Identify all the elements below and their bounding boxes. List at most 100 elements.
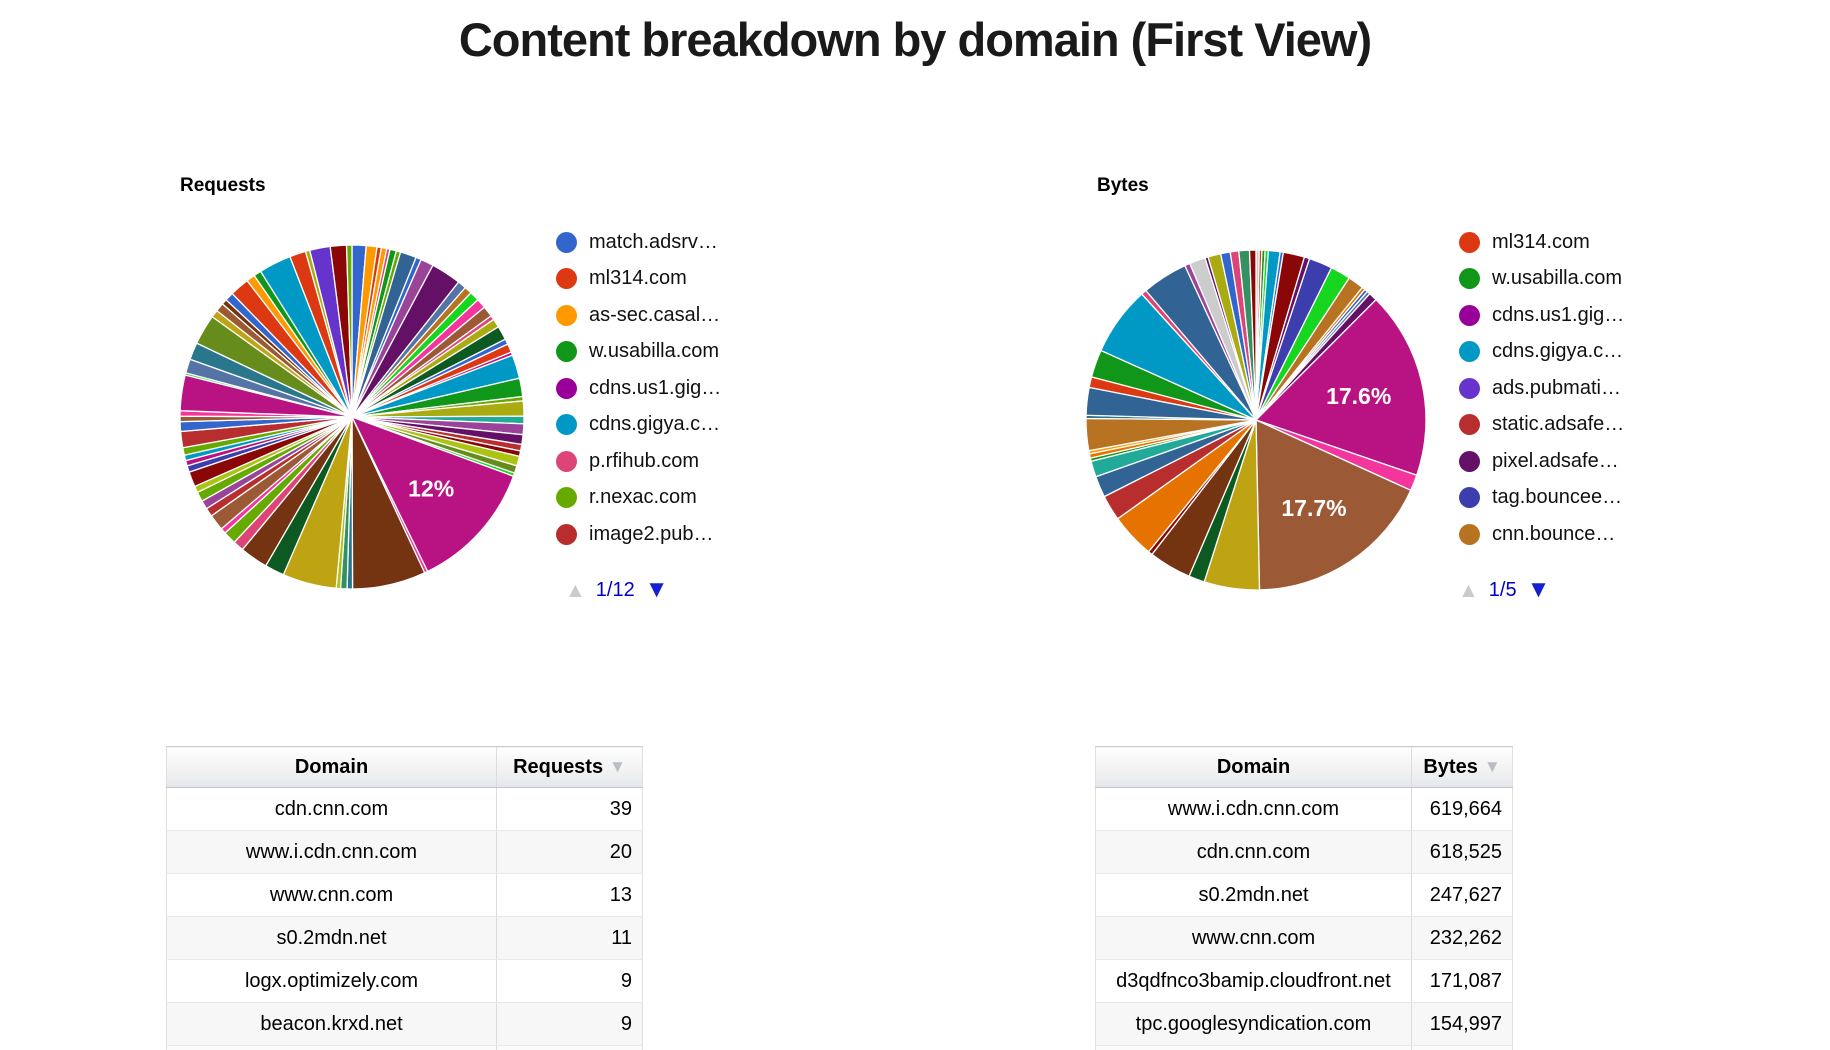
bytes-pie-chart[interactable]: 17.6% 17.7% [1084,248,1428,592]
legend-label: ml314.com [589,267,687,290]
sort-desc-icon: ▼ [609,757,626,776]
value-cell: 618,525 [1412,831,1513,874]
legend-item[interactable]: cdns.gigya.c… [1459,341,1624,363]
domain-cell: s0.2mdn.net [1096,874,1412,917]
value-cell: 39 [497,788,643,831]
value-cell: 11 [497,917,643,960]
legend-item[interactable]: cdns.us1.gig… [1459,304,1624,326]
page-title: Content breakdown by domain (First View) [0,12,1830,67]
requests-legend: match.adsrv… ml314.com as-sec.casal… w.usab… [556,231,721,560]
legend-color-dot [556,232,577,253]
legend-item[interactable]: cdns.gigya.c… [556,414,721,436]
legend-item[interactable]: pixel.adsafe… [1459,450,1624,472]
column-header-domain[interactable]: Domain [1096,747,1412,788]
legend-item[interactable]: r.nexac.com [556,487,721,509]
legend-item[interactable]: static.adsafe… [1459,414,1624,436]
legend-label: cdns.us1.gig… [589,377,721,400]
domain-cell: beacon.krxd.net [167,1003,497,1046]
legend-item[interactable]: as-sec.casal… [556,304,721,326]
legend-item[interactable]: cnn.bounce… [1459,523,1624,545]
legend-prev-icon[interactable]: ▲ [1458,580,1479,601]
column-header-domain[interactable]: Domain [167,747,497,788]
column-header-value-sorted[interactable]: Bytes▼ [1412,747,1513,788]
legend-item[interactable]: w.usabilla.com [556,341,721,363]
legend-item[interactable]: cdns.us1.gig… [556,377,721,399]
legend-label: cdns.gigya.c… [1492,340,1623,363]
column-header-value-sorted[interactable]: Requests ▼ [497,747,643,788]
legend-next-icon[interactable]: ▼ [1527,578,1551,602]
legend-label: r.nexac.com [589,486,697,509]
value-cell: 619,664 [1412,788,1513,831]
legend-label: cdns.us1.gig… [1492,304,1624,327]
legend-color-dot [1459,487,1480,508]
legend-item[interactable]: tag.bouncee… [1459,487,1624,509]
value-cell [497,1046,643,1050]
table-row-clipped [1096,1046,1513,1050]
legend-label: match.adsrv… [589,231,718,254]
value-cell [1412,1046,1513,1050]
legend-page-indicator: 1/5 [1489,579,1517,602]
legend-next-icon[interactable]: ▼ [645,578,669,602]
domain-cell: cdn.cnn.com [1096,831,1412,874]
legend-label: w.usabilla.com [589,340,719,363]
legend-label: as-sec.casal… [589,304,720,327]
legend-label: pixel.adsafe… [1492,450,1619,473]
pie-slice-percent-label: 17.7% [1281,495,1346,521]
legend-label: ads.pubmati… [1492,377,1621,400]
domain-cell: logx.optimizely.com [167,960,497,1003]
bytes-chart-title: Bytes [1097,175,1149,197]
value-cell: 171,087 [1412,960,1513,1003]
legend-label: cnn.bounce… [1492,523,1615,546]
column-header-label: Bytes [1423,756,1477,778]
legend-color-dot [1459,341,1480,362]
domain-cell: www.i.cdn.cnn.com [1096,788,1412,831]
legend-label: static.adsafe… [1492,413,1624,436]
legend-label: image2.pub… [589,523,714,546]
legend-item[interactable]: match.adsrv… [556,231,721,253]
legend-color-dot [1459,414,1480,435]
domain-cell: cdn.cnn.com [167,788,497,831]
legend-item[interactable]: w.usabilla.com [1459,268,1624,290]
value-cell: 232,262 [1412,917,1513,960]
legend-item[interactable]: ml314.com [1459,231,1624,253]
column-header-label: Requests [513,756,603,778]
legend-item[interactable]: p.rfihub.com [556,450,721,472]
legend-prev-icon[interactable]: ▲ [565,580,586,601]
legend-item[interactable]: image2.pub… [556,523,721,545]
pie-slice-percent-label: 17.6% [1326,383,1391,409]
legend-color-dot [1459,378,1480,399]
value-cell: 154,997 [1412,1003,1513,1046]
legend-color-dot [556,378,577,399]
value-cell: 9 [497,1003,643,1046]
table-row-clipped [167,1046,643,1050]
value-cell: 9 [497,960,643,1003]
legend-color-dot [1459,268,1480,289]
legend-item[interactable]: ads.pubmati… [1459,377,1624,399]
table-header-row: Domain Requests ▼ [167,747,643,788]
legend-color-dot [1459,305,1480,326]
domain-cell [1096,1046,1412,1050]
legend-color-dot [556,305,577,326]
legend-label: p.rfihub.com [589,450,699,473]
value-cell: 13 [497,874,643,917]
requests-legend-pager: ▲ 1/12 ▼ [565,578,669,602]
domain-cell: d3qdfnco3bamip.cloudfront.net [1096,960,1412,1003]
bytes-legend: ml314.com w.usabilla.com cdns.us1.gig… cdns… [1459,231,1624,560]
domain-cell: www.i.cdn.cnn.com [167,831,497,874]
requests-pie-chart[interactable]: 12% [178,243,526,591]
legend-label: ml314.com [1492,231,1590,254]
legend-item[interactable]: ml314.com [556,268,721,290]
